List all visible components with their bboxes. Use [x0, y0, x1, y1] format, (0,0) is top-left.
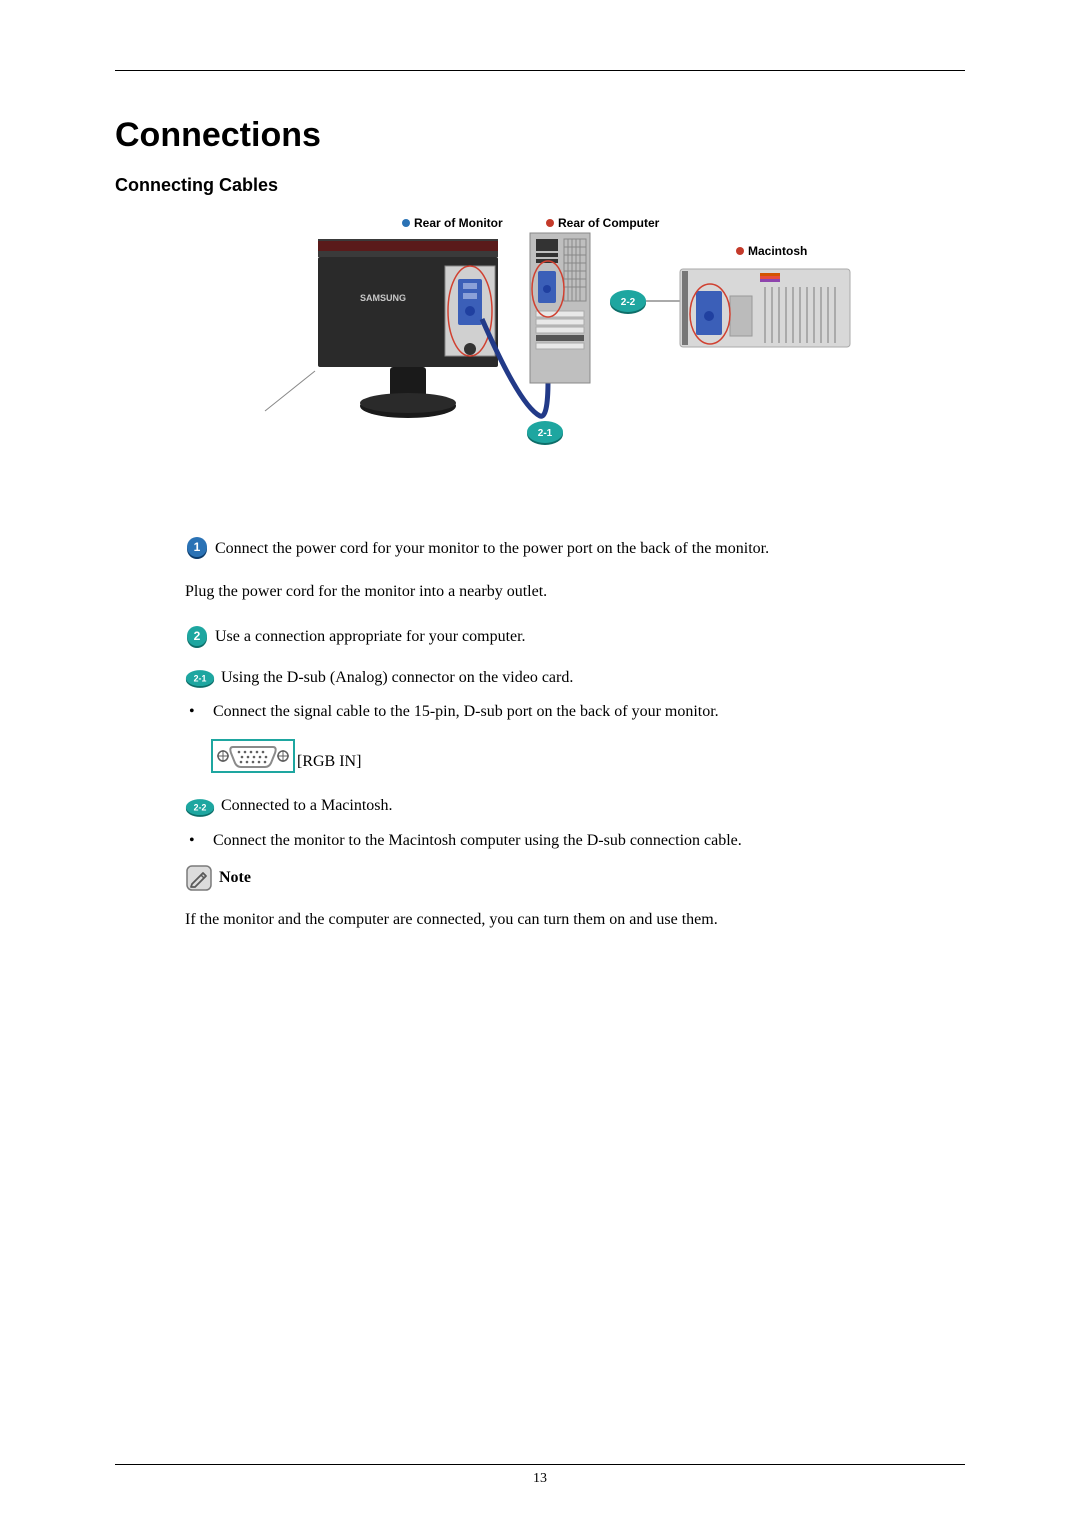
svg-text:2-2: 2-2	[194, 802, 207, 812]
svg-text:1: 1	[194, 540, 201, 554]
diagram-svg: Rear of Monitor Rear of Computer Macinto…	[220, 211, 860, 471]
step-2-2-bullet: • Connect the monitor to the Macintosh c…	[185, 832, 965, 850]
step-2-1-text: Using the D-sub (Analog) connector on th…	[221, 667, 573, 689]
bullet-icon	[402, 219, 410, 227]
svg-text:2-1: 2-1	[538, 428, 553, 439]
step-2: 2 Use a connection appropriate for your …	[185, 625, 965, 649]
svg-text:2-2: 2-2	[621, 297, 636, 308]
bullet-icon	[736, 247, 744, 255]
top-rule	[115, 70, 965, 71]
svg-text:2-1: 2-1	[194, 674, 207, 684]
note-icon	[185, 864, 213, 892]
page: Connections Connecting Cables Rear of Mo…	[0, 0, 1080, 1527]
step-1: 1 Connect the power cord for your monito…	[185, 536, 965, 560]
brand-label: SAMSUNG	[360, 293, 406, 303]
bullet-icon	[546, 219, 554, 227]
step-2-1-bullet: • Connect the signal cable to the 15-pin…	[185, 703, 965, 721]
bullet-text: Connect the signal cable to the 15-pin, …	[213, 703, 965, 721]
bullet-mark: •	[185, 832, 213, 850]
connection-diagram: Rear of Monitor Rear of Computer Macinto…	[115, 211, 965, 476]
badge-2-1-icon: 2-1	[185, 669, 215, 689]
bottom-rule	[115, 1464, 965, 1465]
rgb-in-label: [RGB IN]	[297, 751, 361, 773]
bullet-mark: •	[185, 703, 213, 721]
page-title: Connections	[115, 116, 965, 155]
step-2-text: Use a connection appropriate for your co…	[215, 626, 526, 648]
svg-text:2: 2	[194, 629, 201, 643]
badge-2-2-icon: 2-2	[185, 798, 215, 818]
number-2-badge-icon: 2	[185, 625, 209, 649]
badge-2-2: 2-2	[610, 290, 646, 314]
page-footer: 13	[115, 1464, 965, 1487]
note-text: If the monitor and the computer are conn…	[185, 906, 965, 935]
section-subtitle: Connecting Cables	[115, 175, 965, 196]
number-1-badge-icon: 1	[185, 536, 209, 560]
leader-line	[265, 371, 315, 411]
step-2-2: 2-2 Connected to a Macintosh.	[185, 795, 965, 817]
badge-2-1: 2-1	[527, 421, 563, 445]
diagram-label-rear-computer: Rear of Computer	[558, 216, 660, 230]
step-2-1: 2-1 Using the D-sub (Analog) connector o…	[185, 667, 965, 689]
page-number: 13	[115, 1471, 965, 1487]
diagram-label-macintosh: Macintosh	[748, 244, 807, 258]
note-label: Note	[219, 869, 251, 887]
bullet-text: Connect the monitor to the Macintosh com…	[213, 832, 965, 850]
rgb-in-port: [RGB IN]	[211, 739, 965, 773]
macintosh-illustration	[680, 269, 850, 347]
dsub-port-icon	[211, 739, 295, 773]
step-1-text: Connect the power cord for your monitor …	[215, 538, 769, 560]
step-1-continuation: Plug the power cord for the monitor into…	[185, 578, 965, 607]
step-2-2-text: Connected to a Macintosh.	[221, 795, 393, 817]
diagram-label-rear-monitor: Rear of Monitor	[414, 216, 503, 230]
note-heading: Note	[185, 864, 965, 892]
